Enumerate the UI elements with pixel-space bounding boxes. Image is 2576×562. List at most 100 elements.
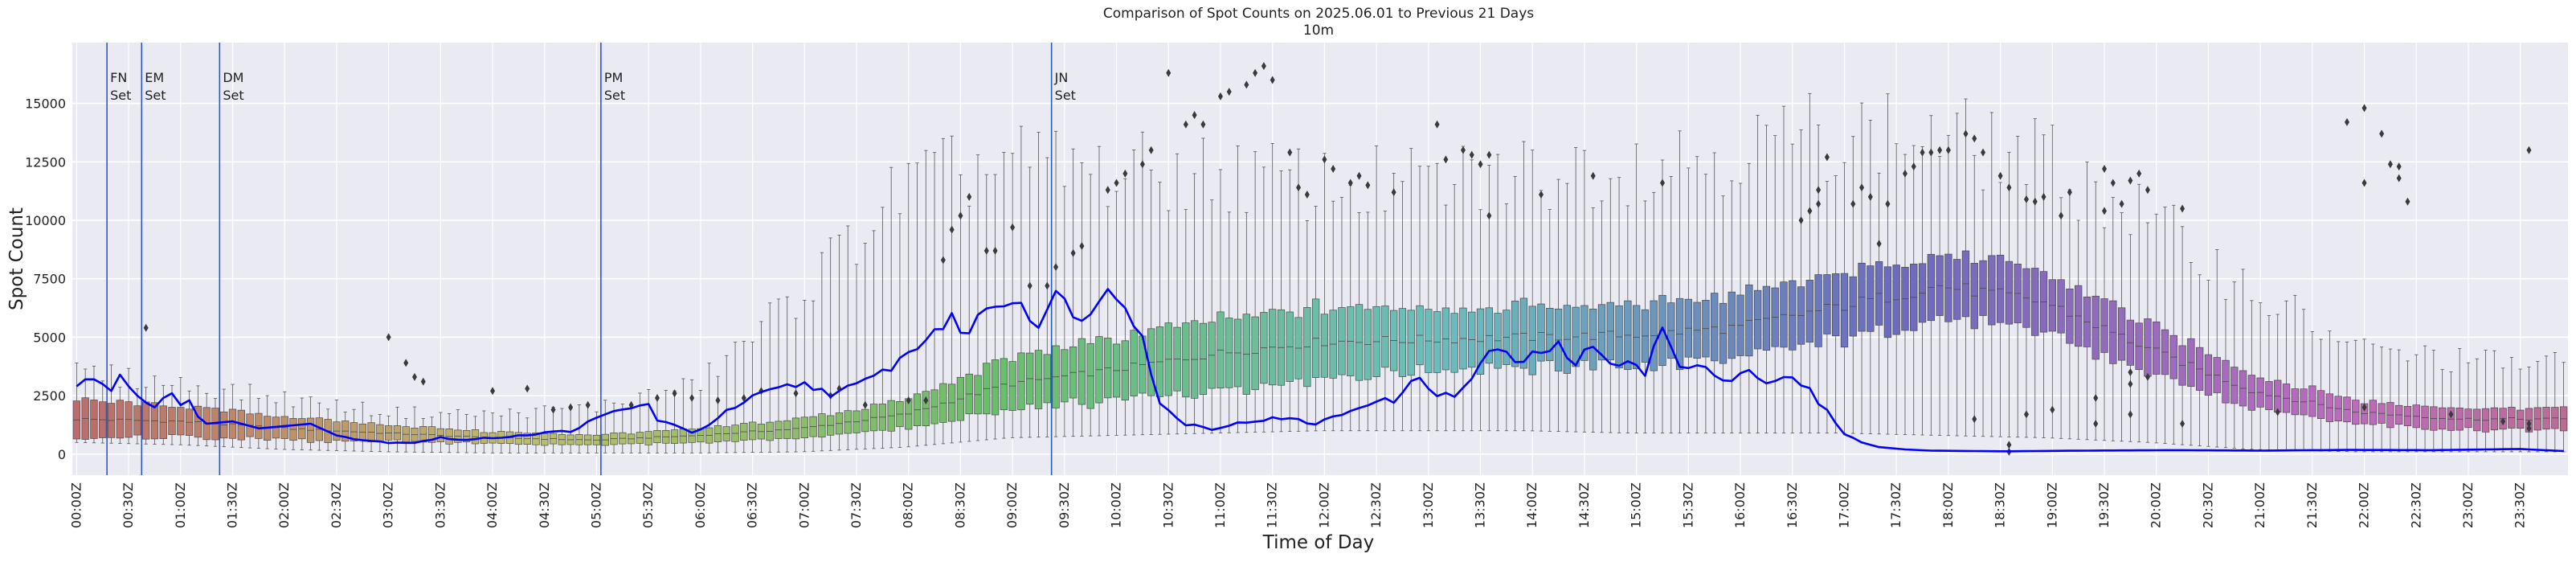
y-tick-label: 10000 <box>25 213 66 228</box>
outlier-point <box>1972 415 1977 424</box>
box-279 <box>2490 350 2498 453</box>
box-94 <box>887 166 895 449</box>
outlier-point <box>411 372 417 381</box>
box-186 <box>1684 167 1693 434</box>
x-tick-label: 04:30Z <box>537 482 552 528</box>
x-tick-label: 09:00Z <box>1004 482 1020 528</box>
box-158 <box>1441 204 1450 432</box>
outlier-point <box>940 256 946 265</box>
box-101 <box>947 135 956 444</box>
outlier-point <box>420 377 426 386</box>
outlier-point <box>1590 171 1596 180</box>
box-135 <box>1242 211 1250 433</box>
x-tick-label: 14:00Z <box>1524 482 1539 528</box>
outlier-point <box>1226 88 1232 96</box>
box-204 <box>1840 162 1849 434</box>
x-tick-label: 00:30Z <box>121 482 136 528</box>
box-46 <box>471 416 480 453</box>
box-151 <box>1381 211 1389 432</box>
box-284 <box>2533 361 2541 453</box>
x-tick-label: 15:30Z <box>1680 482 1695 528</box>
outlier-point <box>550 405 556 414</box>
box-81 <box>775 298 783 453</box>
box-256 <box>2291 294 2299 451</box>
box-213 <box>1918 146 1927 436</box>
outlier-point <box>1027 281 1032 290</box>
x-tick-label: 16:00Z <box>1732 482 1748 528</box>
x-tick-label: 10:30Z <box>1160 482 1176 528</box>
box-103 <box>965 205 973 442</box>
x-tick-label: 15:00Z <box>1629 482 1644 528</box>
box-223 <box>2005 151 2014 437</box>
box-201 <box>1814 125 1822 434</box>
box-86 <box>818 252 826 452</box>
outlier-point <box>1261 62 1266 71</box>
y-axis-label: Spot Count <box>6 207 27 310</box>
box-265 <box>2369 343 2378 453</box>
outlier-point <box>1486 150 1492 159</box>
box-141 <box>1294 148 1302 432</box>
x-tick-label: 05:00Z <box>588 482 603 528</box>
box-150 <box>1372 145 1380 432</box>
box-8 <box>142 387 150 445</box>
outlier-point <box>1798 216 1804 225</box>
box-68 <box>662 390 670 453</box>
box-220 <box>1979 189 1987 437</box>
x-tick-label: 02:30Z <box>329 482 344 528</box>
x-tick-label: 05:30Z <box>640 482 656 528</box>
outlier-point <box>2136 169 2142 178</box>
box-286 <box>2551 352 2559 453</box>
outlier-point <box>2023 410 2029 419</box>
outlier-point <box>2102 207 2108 215</box>
outlier-point <box>1460 146 1466 154</box>
x-tick-label: 19:00Z <box>2044 482 2059 528</box>
box-240 <box>2153 213 2161 444</box>
box-136 <box>1251 151 1259 433</box>
box-27 <box>306 396 315 451</box>
set-label-code: DM <box>223 70 243 85</box>
outlier-point <box>2526 424 2532 433</box>
box-155 <box>1416 166 1424 432</box>
outlier-point <box>2128 368 2133 377</box>
box-102 <box>956 174 965 443</box>
box-230 <box>2066 189 2074 440</box>
box-82 <box>783 296 791 453</box>
box-163 <box>1485 165 1493 432</box>
box-169 <box>1537 190 1545 432</box>
box-61 <box>601 400 609 453</box>
box-62 <box>610 402 618 453</box>
outlier-point <box>1911 162 1916 171</box>
outlier-point <box>2006 441 2012 449</box>
box-226 <box>2031 118 2039 438</box>
box-246 <box>2204 280 2213 447</box>
box-210 <box>1892 143 1900 435</box>
box-5 <box>116 387 124 444</box>
outlier-point <box>386 333 391 342</box>
box-32 <box>350 408 358 452</box>
outlier-point <box>2379 129 2385 138</box>
x-tick-label: 23:30Z <box>2513 482 2528 528</box>
outlier-point <box>2110 178 2116 187</box>
box-2 <box>90 365 98 444</box>
outlier-point <box>1486 211 1492 220</box>
outlier-point <box>992 246 998 255</box>
box-84 <box>800 300 808 453</box>
box-271 <box>2421 345 2429 453</box>
x-tick-label: 07:00Z <box>796 482 812 528</box>
box-178 <box>1615 177 1623 433</box>
outlier-point <box>2387 160 2393 169</box>
outlier-point <box>2023 195 2029 203</box>
outlier-point <box>1296 183 1302 192</box>
box-174 <box>1580 150 1589 433</box>
outlier-point <box>2128 410 2133 419</box>
outlier-point <box>1850 199 1856 208</box>
box-146 <box>1338 196 1346 432</box>
box-78 <box>748 341 757 453</box>
box-224 <box>2014 135 2022 438</box>
box-153 <box>1398 181 1407 432</box>
outlier-point <box>923 396 929 404</box>
box-147 <box>1347 184 1355 432</box>
box-130 <box>1199 137 1208 434</box>
x-tick-label: 19:30Z <box>2096 482 2112 528</box>
